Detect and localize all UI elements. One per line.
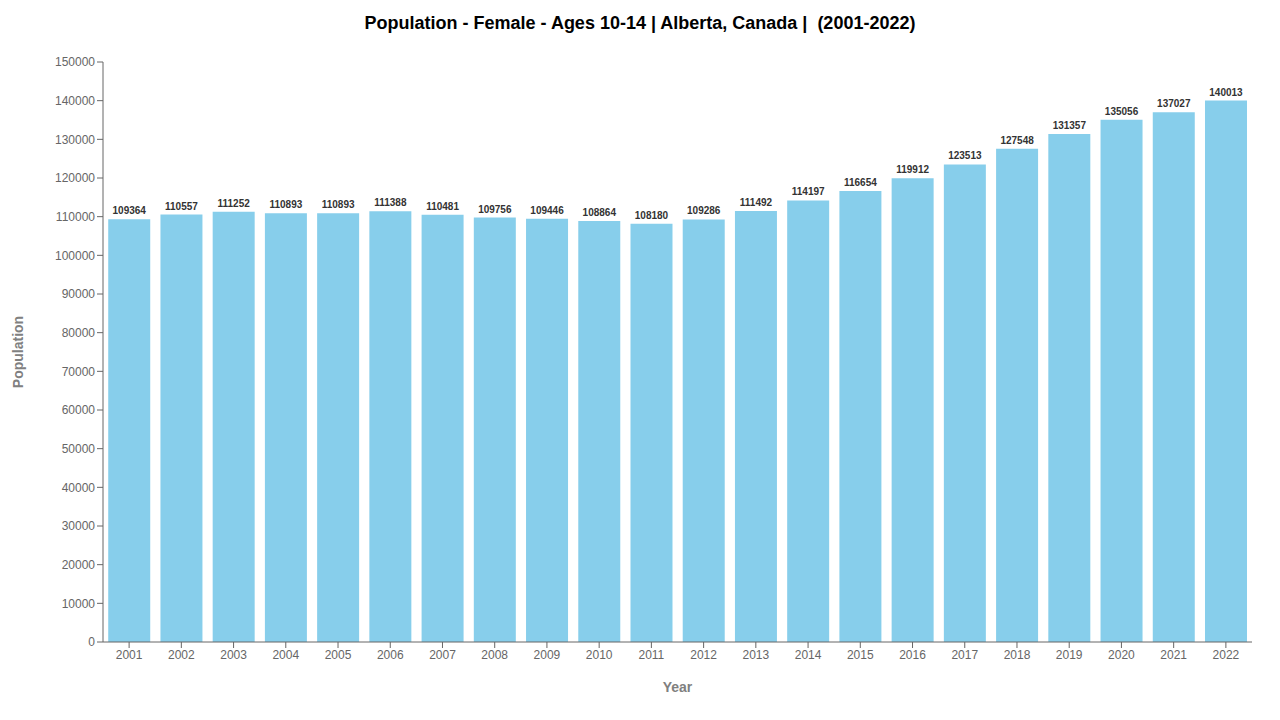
svg-text:123513: 123513 [948, 150, 982, 161]
svg-text:2009: 2009 [534, 648, 561, 662]
svg-text:20000: 20000 [62, 558, 96, 572]
svg-text:120000: 120000 [55, 171, 95, 185]
svg-text:108180: 108180 [635, 210, 669, 221]
svg-text:109286: 109286 [687, 205, 721, 216]
svg-text:109446: 109446 [530, 205, 564, 216]
svg-text:0: 0 [88, 635, 95, 649]
svg-text:108864: 108864 [583, 207, 617, 218]
svg-text:140000: 140000 [55, 94, 95, 108]
svg-text:2021: 2021 [1160, 648, 1187, 662]
html-text:Population - Female - Ages 10-: Population - Female - Ages 10-14 | Alber… [364, 13, 916, 33]
svg-text:109756: 109756 [478, 204, 512, 215]
svg-text:116654: 116654 [844, 177, 877, 188]
svg-text:119912: 119912 [896, 164, 929, 175]
svg-text:114197: 114197 [792, 186, 825, 197]
svg-text:70000: 70000 [62, 365, 96, 379]
svg-text:111492: 111492 [740, 197, 773, 208]
svg-text:80000: 80000 [62, 326, 96, 340]
svg-text:135056: 135056 [1105, 106, 1139, 117]
svg-text:137027: 137027 [1157, 98, 1191, 109]
svg-text:111388: 111388 [374, 197, 407, 208]
svg-text:40000: 40000 [62, 481, 96, 495]
svg-text:60000: 60000 [62, 403, 96, 417]
svg-text:109364: 109364 [113, 205, 147, 216]
svg-text:2013: 2013 [742, 648, 769, 662]
svg-text:2014: 2014 [795, 648, 822, 662]
svg-text:2015: 2015 [847, 648, 874, 662]
svg-text:130000: 130000 [55, 133, 95, 147]
svg-text:90000: 90000 [62, 287, 96, 301]
svg-text:2022: 2022 [1213, 648, 1240, 662]
svg-text:30000: 30000 [62, 519, 96, 533]
svg-text:2020: 2020 [1108, 648, 1135, 662]
svg-text:2017: 2017 [951, 648, 978, 662]
svg-text:110893: 110893 [322, 199, 355, 210]
svg-text:2016: 2016 [899, 648, 926, 662]
svg-text:Year: Year [663, 679, 693, 695]
svg-text:2006: 2006 [377, 648, 404, 662]
svg-text:2002: 2002 [168, 648, 195, 662]
svg-text:2010: 2010 [586, 648, 613, 662]
svg-text:2001: 2001 [116, 648, 143, 662]
svg-text:110893: 110893 [269, 199, 302, 210]
svg-text:2008: 2008 [481, 648, 508, 662]
svg-text:Population: Population [10, 316, 26, 388]
svg-text:111252: 111252 [218, 198, 251, 209]
svg-text:100000: 100000 [55, 249, 95, 263]
svg-text:2012: 2012 [690, 648, 717, 662]
svg-text:2019: 2019 [1056, 648, 1083, 662]
svg-text:110000: 110000 [56, 210, 95, 224]
svg-text:150000: 150000 [55, 55, 95, 69]
svg-text:131357: 131357 [1053, 120, 1087, 131]
svg-text:2003: 2003 [220, 648, 247, 662]
svg-text:50000: 50000 [62, 442, 96, 456]
svg-text:127548: 127548 [1000, 135, 1034, 146]
svg-text:2005: 2005 [325, 648, 352, 662]
svg-text:2007: 2007 [429, 648, 456, 662]
svg-text:110557: 110557 [165, 201, 198, 212]
svg-text:110481: 110481 [426, 201, 459, 212]
svg-text:2018: 2018 [1004, 648, 1031, 662]
svg-text:2011: 2011 [638, 648, 664, 662]
svg-text:10000: 10000 [62, 597, 96, 611]
svg-text:140013: 140013 [1209, 87, 1243, 98]
svg-text:2004: 2004 [272, 648, 299, 662]
